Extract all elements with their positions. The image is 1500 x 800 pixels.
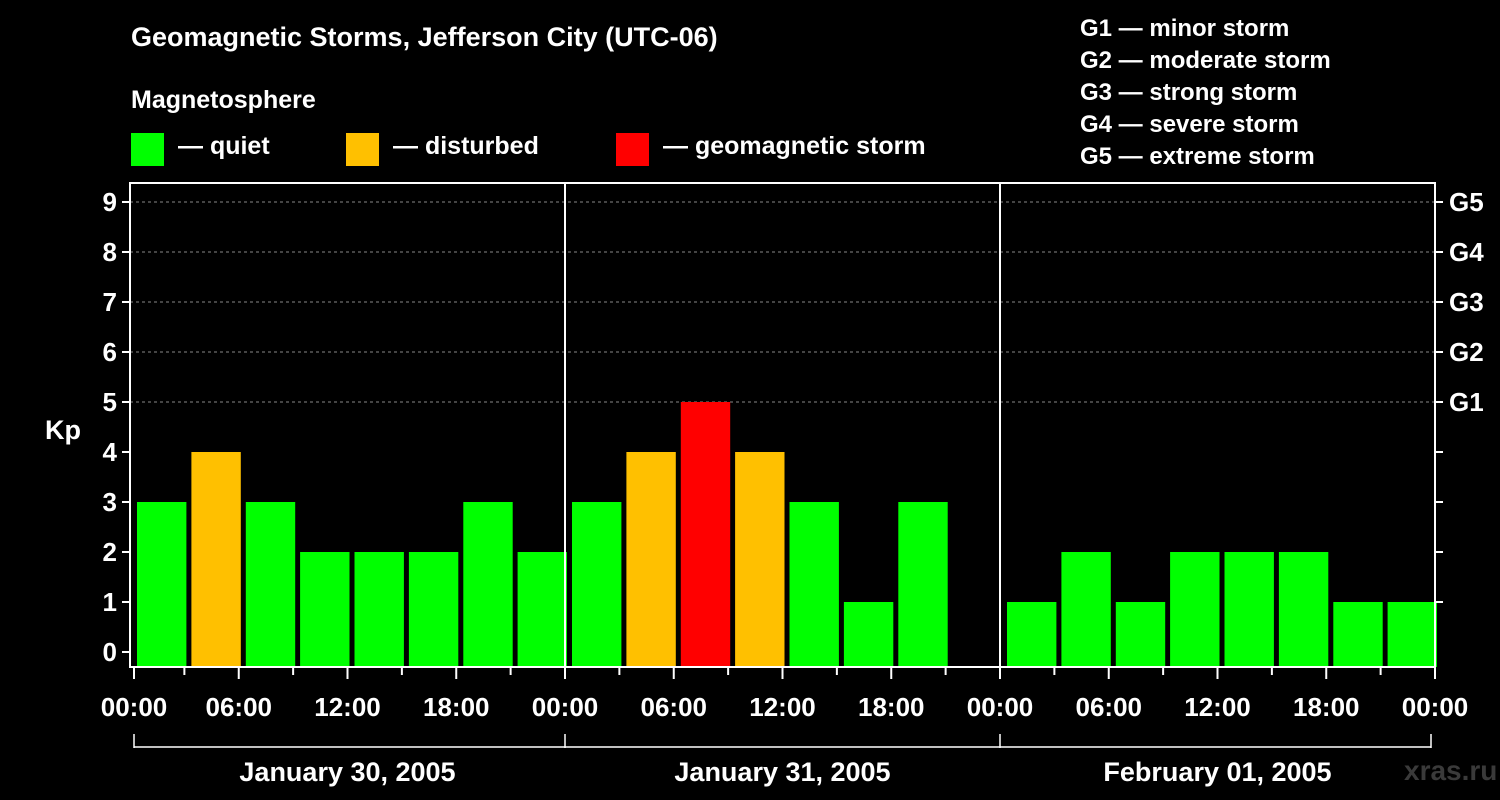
kp-bar — [1061, 552, 1111, 667]
kp-bar — [843, 602, 894, 667]
kp-bar — [1170, 552, 1220, 667]
kp-bar — [354, 552, 404, 667]
kp-bar — [1387, 602, 1437, 667]
legend-item-quiet: — quiet — [131, 132, 270, 166]
legend-label-disturbed: — disturbed — [393, 132, 539, 160]
kp-bar — [463, 502, 513, 667]
kp-bar — [300, 552, 350, 667]
kp-bar — [572, 502, 622, 667]
storm-scale-g2: G2 — moderate storm — [1080, 47, 1331, 74]
x-tick-label: 00:00 — [967, 692, 1034, 722]
legend-swatch-quiet — [131, 133, 164, 166]
y-axis-right: G1 G2 G3 G4 G5 — [1435, 187, 1484, 603]
kp-bar — [191, 452, 241, 667]
y-axis-label: Kp — [45, 415, 81, 445]
kp-bar — [1278, 552, 1329, 667]
g-scale-label: G4 — [1449, 237, 1484, 267]
storm-scale-g1: G1 — minor storm — [1080, 15, 1290, 42]
x-tick-label: 18:00 — [858, 692, 925, 722]
kp-bar — [789, 502, 839, 667]
x-tick-label: 00:00 — [532, 692, 599, 722]
kp-bar — [898, 502, 948, 667]
x-tick-label: 12:00 — [1184, 692, 1251, 722]
x-tick-label: 00:00 — [101, 692, 168, 722]
y-tick-label: 9 — [103, 187, 117, 217]
day-label: January 31, 2005 — [674, 757, 890, 787]
x-tick-label: 12:00 — [314, 692, 381, 722]
x-tick-label: 00:00 — [1402, 692, 1469, 722]
kp-bar — [626, 452, 676, 667]
g-scale-label: G5 — [1449, 187, 1484, 217]
kp-bar — [1007, 602, 1057, 667]
grid-lines — [130, 201, 1435, 403]
y-tick-label: 8 — [103, 237, 117, 267]
kp-bar — [1224, 552, 1274, 667]
x-axis: 00:00 06:00 12:00 18:00 00:00 06:00 12:00 18:00… — [101, 667, 1469, 722]
x-tick-label: 12:00 — [749, 692, 816, 722]
x-tick-label: 06:00 — [1076, 692, 1143, 722]
storm-scale-g3: G3 — strong storm — [1080, 79, 1298, 106]
storm-scale-g5: G5 — extreme storm — [1080, 143, 1315, 170]
y-axis-left: 0 1 2 3 4 5 6 7 8 9 — [103, 187, 130, 667]
legend-swatch-storm — [616, 133, 649, 166]
y-tick-label: 5 — [103, 387, 117, 417]
x-tick-label: 06:00 — [206, 692, 273, 722]
y-tick-label: 1 — [103, 587, 117, 617]
x-tick-label: 18:00 — [423, 692, 490, 722]
y-tick-label: 6 — [103, 337, 117, 367]
kp-bars — [137, 402, 1437, 667]
storm-scale-legend: G1 — minor storm G2 — moderate storm G3 … — [1080, 14, 1331, 174]
g-scale-label: G2 — [1449, 337, 1484, 367]
g-scale-label: G1 — [1449, 387, 1484, 417]
y-tick-label: 3 — [103, 487, 117, 517]
y-tick-label: 0 — [103, 637, 117, 667]
kp-bar — [245, 502, 296, 667]
x-tick-label: 18:00 — [1293, 692, 1360, 722]
kp-bar — [680, 402, 731, 667]
day-label: February 01, 2005 — [1103, 757, 1331, 787]
legend-swatch-disturbed — [346, 133, 379, 166]
legend-label-quiet: — quiet — [178, 132, 270, 160]
kp-bar — [1115, 602, 1166, 667]
watermark: xras.ru — [1404, 755, 1498, 786]
day-labels: January 30, 2005 January 31, 2005 February… — [133, 734, 1432, 787]
y-tick-label: 7 — [103, 287, 117, 317]
chart-title: Geomagnetic Storms, Jefferson City (UTC-… — [131, 22, 718, 52]
kp-bar — [137, 502, 187, 667]
legend-item-storm: — geomagnetic storm — [616, 132, 926, 166]
g-scale-label: G3 — [1449, 287, 1484, 317]
y-tick-label: 4 — [103, 437, 118, 467]
y-tick-label: 2 — [103, 537, 117, 567]
kp-bar — [408, 552, 459, 667]
legend-label-storm: — geomagnetic storm — [663, 132, 926, 160]
day-label: January 30, 2005 — [239, 757, 455, 787]
legend-item-disturbed: — disturbed — [346, 132, 539, 166]
storm-scale-g4: G4 — severe storm — [1080, 111, 1299, 138]
kp-bar — [517, 552, 567, 667]
x-tick-label: 06:00 — [641, 692, 708, 722]
kp-bar — [1333, 602, 1383, 667]
kp-bar — [735, 452, 785, 667]
legend-heading: Magnetosphere — [131, 86, 316, 114]
